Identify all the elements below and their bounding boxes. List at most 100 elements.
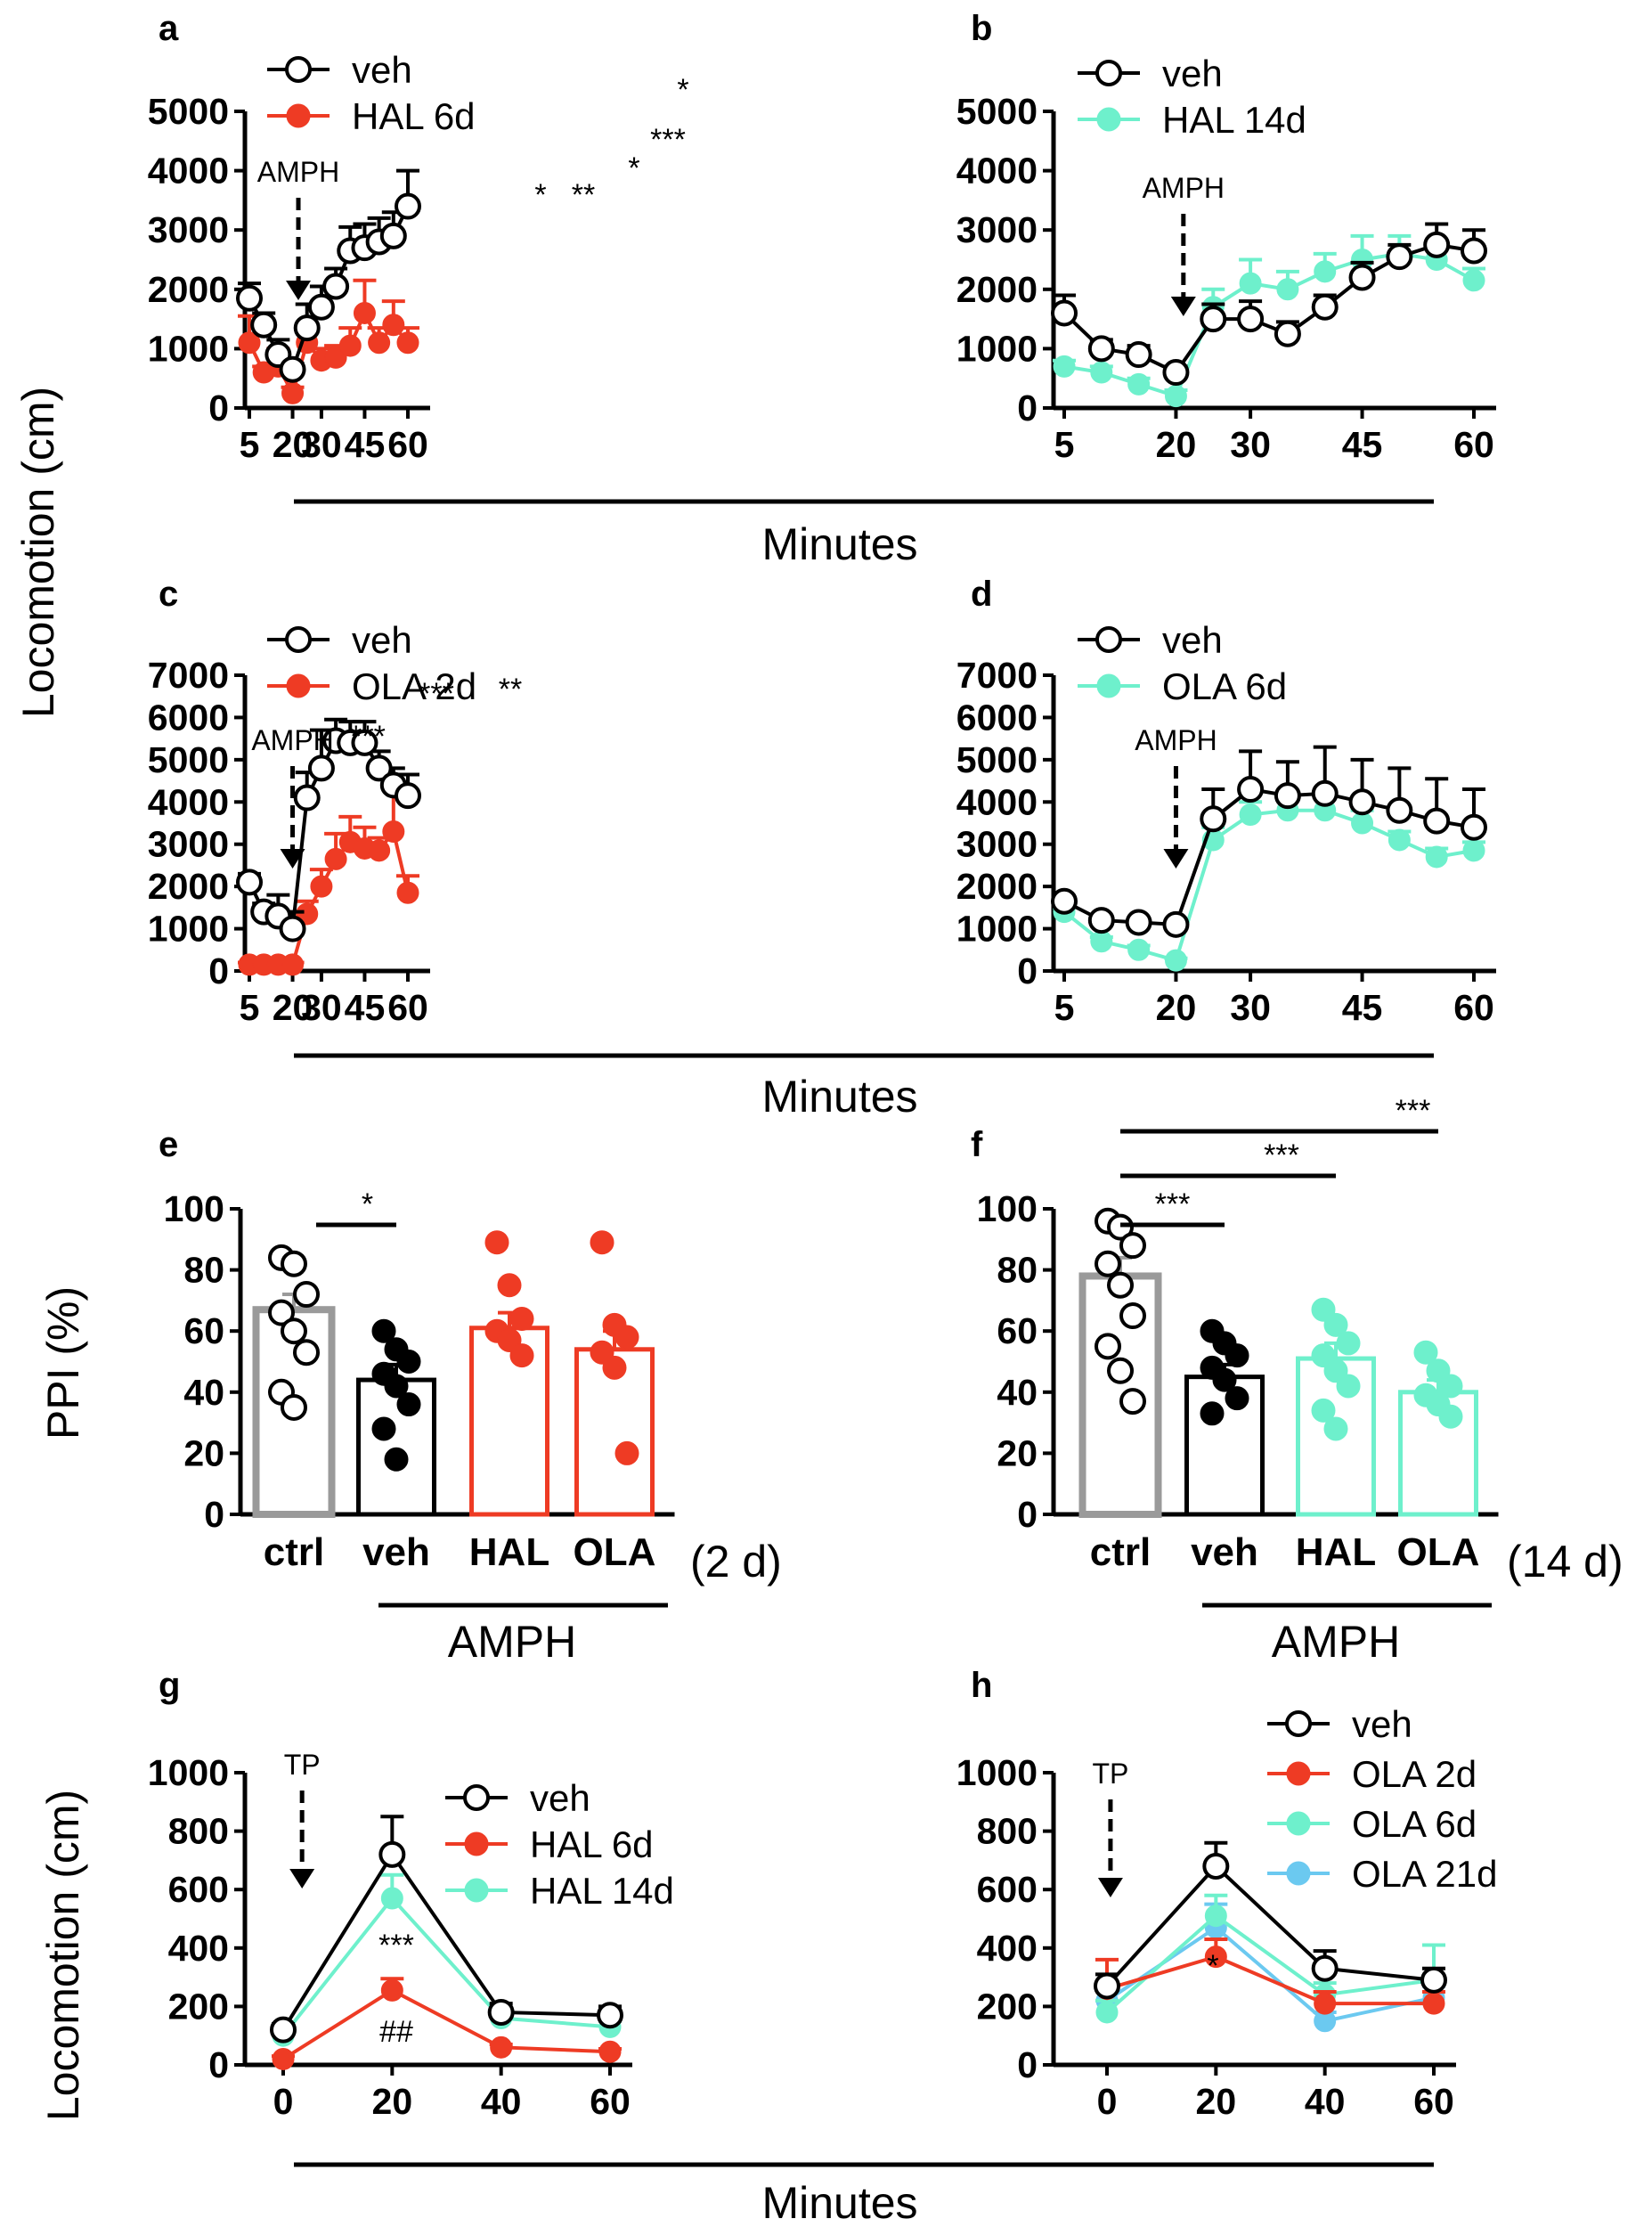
data-point-b xyxy=(1200,306,1227,333)
data-point-e xyxy=(268,1299,295,1326)
x-tick-label-a: 20 xyxy=(273,424,313,465)
y-tick-label-b: 1000 xyxy=(956,328,1038,369)
data-point-d xyxy=(1425,845,1448,869)
data-point-g xyxy=(270,2016,297,2043)
data-point-d xyxy=(1239,804,1262,827)
y-tick-label-h: 0 xyxy=(1017,2044,1038,2085)
category-label-f: veh xyxy=(1191,1530,1258,1574)
data-point-d xyxy=(1388,828,1411,852)
data-point-c xyxy=(324,847,347,870)
data-point-b xyxy=(1386,243,1413,271)
data-point-c xyxy=(293,784,321,812)
y-tick-label-b: 2000 xyxy=(956,269,1038,310)
legend-label-h: OLA 21d xyxy=(1352,1853,1497,1895)
panel-letter-a: a xyxy=(159,9,179,48)
data-point-e xyxy=(396,1350,421,1374)
data-point-a xyxy=(250,311,278,339)
data-point-a xyxy=(396,331,419,355)
data-point-a xyxy=(322,273,350,300)
y-tick-label-b: 4000 xyxy=(956,151,1038,192)
series-line-g-HAL-14d xyxy=(281,1895,611,2037)
data-point-a xyxy=(307,293,335,321)
data-point-f xyxy=(1119,1232,1146,1260)
y-tick-label-g: 0 xyxy=(208,2044,229,2085)
data-point-d xyxy=(1311,779,1339,807)
x-tick-label-d: 20 xyxy=(1156,987,1197,1028)
significance-mark-g: *** xyxy=(378,1929,414,1962)
y-tick-label-e: 0 xyxy=(204,1494,224,1535)
data-point-f xyxy=(1119,1388,1146,1415)
data-point-c xyxy=(382,820,405,843)
x-tick-label-c: 60 xyxy=(387,987,428,1028)
data-point-g xyxy=(272,2047,295,2070)
amph-label-e: AMPH xyxy=(448,1617,576,1667)
y-label-top: Locomotion (cm) xyxy=(13,387,63,718)
significance-mark-c: *** xyxy=(350,720,386,754)
data-point-e xyxy=(614,1440,639,1465)
arrow-head-c xyxy=(280,849,305,869)
data-point-g xyxy=(380,1978,403,2002)
data-point-g xyxy=(487,1998,515,2026)
y-tick-label-d: 7000 xyxy=(956,655,1038,696)
legend-label-a: veh xyxy=(352,49,412,91)
data-point-d xyxy=(1386,796,1413,824)
legend-marker-g xyxy=(464,1878,489,1903)
y-tick-label-g: 1000 xyxy=(148,1752,229,1793)
legend-label-a: HAL 6d xyxy=(352,95,476,137)
data-point-b xyxy=(1090,361,1113,384)
data-point-e xyxy=(281,1250,307,1277)
data-point-a xyxy=(353,301,376,324)
significance-mark-a: * xyxy=(534,178,546,212)
data-point-b xyxy=(1051,299,1078,327)
data-point-d xyxy=(1274,782,1301,810)
data-point-c xyxy=(368,839,391,862)
data-point-f xyxy=(1095,1333,1121,1360)
data-point-e xyxy=(614,1325,639,1350)
data-point-b xyxy=(1053,355,1076,378)
data-point-e xyxy=(371,1416,396,1441)
series-line-h-OLA-6d xyxy=(1105,1913,1435,2014)
data-point-b xyxy=(1127,372,1151,396)
data-point-h xyxy=(1095,2001,1119,2024)
significance-mark-f: *** xyxy=(1396,1094,1431,1128)
x-tick-label-d: 45 xyxy=(1342,987,1383,1028)
x-tick-label-a: 60 xyxy=(387,424,428,465)
amph-label-f: AMPH xyxy=(1272,1617,1400,1667)
data-point-d xyxy=(1351,812,1374,835)
minutes-label-1: Minutes xyxy=(761,519,917,569)
legend-label-h: veh xyxy=(1352,1703,1412,1745)
legend-label-h: OLA 6d xyxy=(1352,1803,1477,1845)
data-point-g xyxy=(378,1840,406,1868)
data-point-g xyxy=(597,2002,623,2029)
panel-b: b 0 1000 2000 3000 4000 5000 5 20 30 45 60 veh HAL 14… xyxy=(956,9,1496,465)
data-point-b xyxy=(1239,272,1262,295)
data-point-d xyxy=(1461,813,1487,841)
data-point-f xyxy=(1336,1374,1361,1399)
data-point-f xyxy=(1413,1340,1438,1365)
data-point-f xyxy=(1323,1416,1348,1441)
y-tick-label-b: 3000 xyxy=(956,209,1038,250)
legend-label-d: veh xyxy=(1162,619,1223,661)
x-tick-label-h: 40 xyxy=(1305,2081,1346,2122)
legend-marker-g xyxy=(463,1784,490,1811)
data-point-f xyxy=(1438,1374,1463,1399)
legend-marker-h xyxy=(1285,1710,1312,1737)
legend-label-g: HAL 14d xyxy=(530,1870,674,1912)
panel-letter-c: c xyxy=(159,575,178,614)
legend-marker-g xyxy=(464,1831,489,1856)
data-point-f xyxy=(1095,1250,1121,1277)
series-line-d-OLA-6d xyxy=(1062,808,1475,963)
data-point-h xyxy=(1311,1954,1339,1982)
data-point-e xyxy=(509,1343,534,1368)
panel-letter-f: f xyxy=(971,1125,983,1164)
data-point-f xyxy=(1438,1404,1463,1429)
data-point-h xyxy=(1422,1992,1445,2015)
y-tick-label-e: 100 xyxy=(164,1188,224,1229)
x-tick-label-d: 60 xyxy=(1453,987,1494,1028)
data-point-f xyxy=(1107,1213,1134,1241)
data-point-f xyxy=(1107,1271,1134,1299)
data-point-f xyxy=(1212,1367,1237,1392)
data-point-d xyxy=(1127,938,1151,961)
